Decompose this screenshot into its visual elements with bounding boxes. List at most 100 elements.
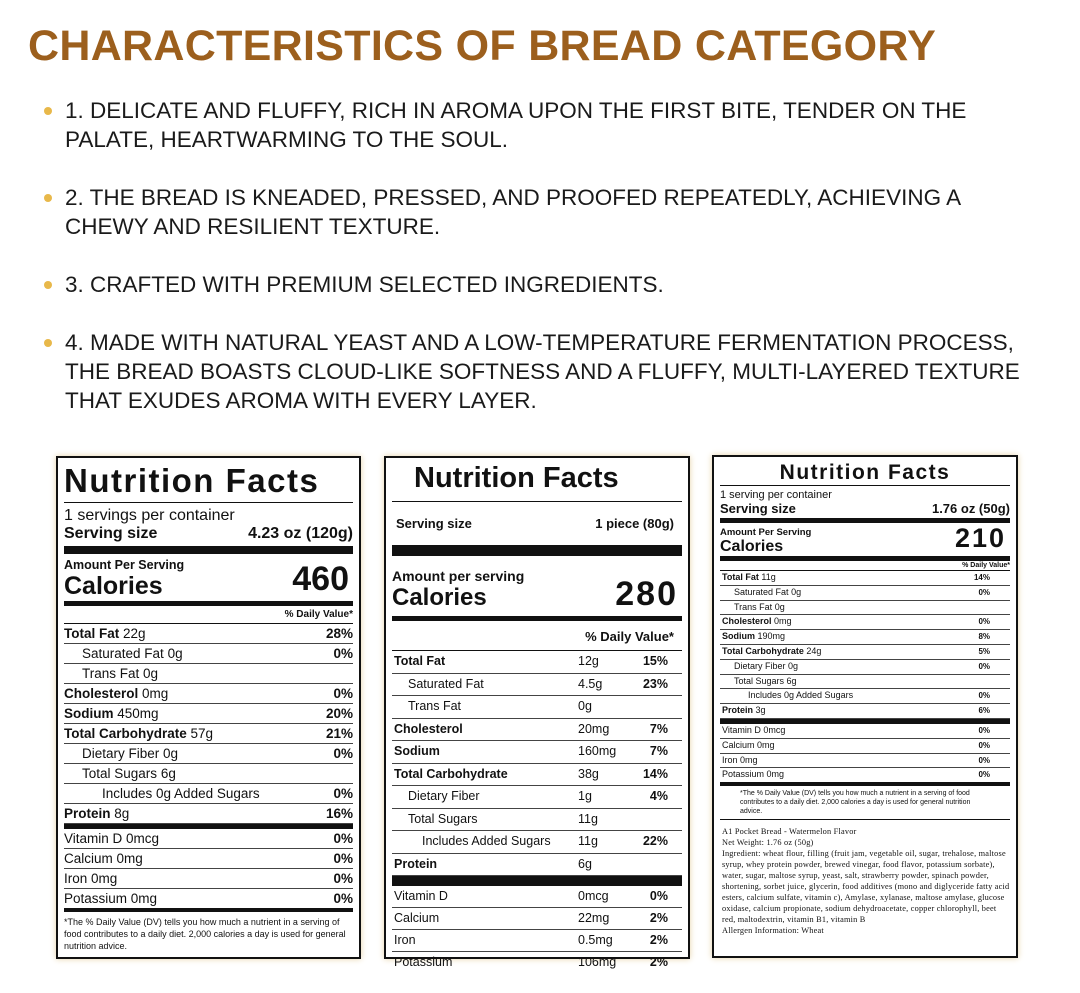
nutrient-amount: 0.5mg: [578, 933, 613, 947]
nutrient-name: Sodium: [722, 631, 755, 642]
nutrient-row: Total Fat 11g 14%: [720, 571, 1010, 586]
daily-value: 22%: [642, 834, 668, 848]
nutrient-amount: 0mg: [130, 891, 158, 906]
nutrient-row: Calcium 22mg 2%: [392, 908, 682, 930]
nutrient-row: Includes 0g Added Sugars 0%: [64, 784, 353, 804]
nutrient-amount: 0mg: [774, 616, 792, 627]
serving-size-value: 4.23 oz (120g): [248, 525, 353, 542]
daily-value: 5%: [978, 646, 990, 656]
daily-value: 0%: [333, 871, 353, 886]
nutrient-name: Total Carbohydrate: [64, 726, 187, 741]
nutrient-amount: 0mg: [142, 686, 169, 701]
serving-size-label: Serving size: [720, 501, 796, 516]
dv-header: % Daily Value*: [64, 606, 353, 624]
amount-label: Amount per serving: [392, 568, 525, 584]
nutrient-row: Dietary Fiber 0g 0%: [720, 660, 1010, 675]
label-title: Nutrition Facts: [392, 462, 682, 502]
nutrient-amount: 38g: [578, 766, 599, 781]
nutrient-row: Total Sugars 6g: [64, 764, 353, 784]
nutrient-amount: 0mcg: [578, 889, 609, 903]
daily-value: 0%: [333, 831, 353, 846]
serving-size-label: Serving size: [396, 516, 472, 531]
nutrient-row: Sodium 450mg 20%: [64, 704, 353, 724]
nutrient-name: Dietary Fiber: [408, 789, 480, 803]
nutrient-name: Protein: [722, 705, 754, 716]
nutrient-row: Cholesterol 0mg 0%: [720, 615, 1010, 631]
dv-header: % Daily Value*: [392, 621, 682, 651]
nutrient-name: Cholesterol: [722, 616, 772, 627]
nutrient-row: Potassium 0mg 0%: [64, 889, 353, 908]
nutrient-row: Saturated Fat 4.5g 23%: [392, 674, 682, 696]
product-info: A1 Pocket Bread - Watermelon Flavor Net W…: [720, 820, 1010, 936]
nutrient-name: Includes 0g Added Sugars: [748, 690, 854, 701]
nutrient-amount: 22mg: [578, 911, 610, 925]
nutrient-name: Total Sugars: [82, 766, 158, 781]
calories-value: 460: [292, 560, 349, 598]
nutrient-row: Calcium 0mg 0%: [720, 739, 1010, 754]
nutrient-amount: 22g: [123, 626, 146, 641]
nutrient-name: Includes 0g Added Sugars: [102, 786, 260, 801]
nutrient-name: Protein: [394, 856, 438, 871]
feature-point: 2. THE BREAD IS KNEADED, PRESSED, AND PR…: [44, 183, 1034, 241]
nutrient-name: Total Fat: [64, 626, 120, 641]
calories-label: Calories: [720, 538, 784, 555]
nutrient-row: Sodium 160mg 7%: [392, 741, 682, 764]
nutrient-name: Total Carbohydrate: [394, 766, 508, 781]
serving-size: Serving size 1.76 oz (50g): [720, 501, 1010, 523]
daily-value: 4%: [649, 789, 668, 803]
nutrient-row: Trans Fat 0g: [392, 696, 682, 719]
nutrient-amount: 57g: [190, 726, 214, 741]
daily-value: 6%: [978, 706, 990, 716]
daily-value: 2%: [649, 955, 668, 969]
footnote: *The % Daily Value (DV) tells you how mu…: [720, 782, 1010, 821]
servings: 1 serving per container: [720, 489, 832, 501]
nutrient-amount: 0g: [143, 666, 159, 681]
daily-value: 0%: [978, 691, 990, 701]
nutrient-row: Vitamin D 0mcg 0%: [64, 829, 353, 849]
nutrient-amount: 8g: [114, 806, 130, 821]
serving-size: Serving size 1 piece (80g): [392, 502, 682, 556]
label-title: Nutrition Facts: [720, 461, 1010, 486]
nutrient-amount: 0mg: [116, 851, 143, 866]
daily-value: 0%: [978, 725, 990, 735]
nutrient-row: Total Fat 22g 28%: [64, 624, 353, 644]
calories-block: Amount per serving Calories 280: [392, 556, 682, 621]
nutrient-row: Includes Added Sugars 11g 22%: [392, 831, 682, 854]
daily-value: 20%: [325, 706, 353, 721]
vitamins: Vitamin D 0mcg 0% Calcium 22mg 2% Iron 0.5mg…: [392, 876, 682, 973]
daily-value: 0%: [333, 746, 353, 761]
nutrient-row: Cholesterol 20mg 7%: [392, 719, 682, 741]
dv-header: % Daily Value*: [720, 561, 1010, 571]
nutrient-amount: 160mg: [578, 744, 617, 758]
nutrient-name: Vitamin D: [394, 889, 448, 903]
nutrient-name: Saturated Fat: [408, 676, 484, 691]
nutrient-amount: 12g: [578, 654, 599, 668]
nutrient-row: Total Sugars 11g: [392, 809, 682, 831]
calories-label: Calories: [392, 584, 487, 611]
nutrient-amount: 106mg: [578, 955, 617, 969]
vitamins: Vitamin D 0mcg 0% Calcium 0mg 0% Iron 0mg 0% P…: [64, 824, 353, 908]
daily-value: 2%: [649, 911, 668, 925]
nutrient-row: Dietary Fiber 0g 0%: [64, 744, 353, 764]
nutrient-amount: 450mg: [117, 706, 159, 721]
feature-list: 1. DELICATE AND FLUFFY, RICH IN AROMA UP…: [44, 96, 1034, 444]
serving-size-value: 1.76 oz (50g): [931, 501, 1010, 516]
nutrient-amount: 0g: [163, 746, 179, 761]
calories-block: Amount Per Serving Calories 460: [64, 554, 353, 606]
nutrient-name: Calcium: [394, 911, 440, 925]
nutrient-name: Calcium: [722, 739, 755, 750]
daily-value: 7%: [649, 721, 668, 736]
daily-value: 21%: [325, 726, 353, 741]
nutrient-amount: 0mcg: [126, 831, 160, 846]
nutrition-label: Nutrition Facts 1 servings per container S…: [56, 456, 361, 959]
nutrient-name: Potassium: [394, 955, 453, 969]
nutrient-name: Saturated Fat: [82, 646, 164, 661]
page-title: CHARACTERISTICS OF BREAD CATEGORY: [28, 22, 937, 70]
nutrient-amount: 0mg: [91, 871, 118, 886]
nutrient-amount: 6g: [578, 856, 592, 871]
nutrient-name: Dietary Fiber: [734, 660, 786, 671]
daily-value: 0%: [649, 889, 668, 903]
nutrient-row: Total Carbohydrate 57g 21%: [64, 724, 353, 744]
daily-value: 0%: [978, 740, 990, 750]
